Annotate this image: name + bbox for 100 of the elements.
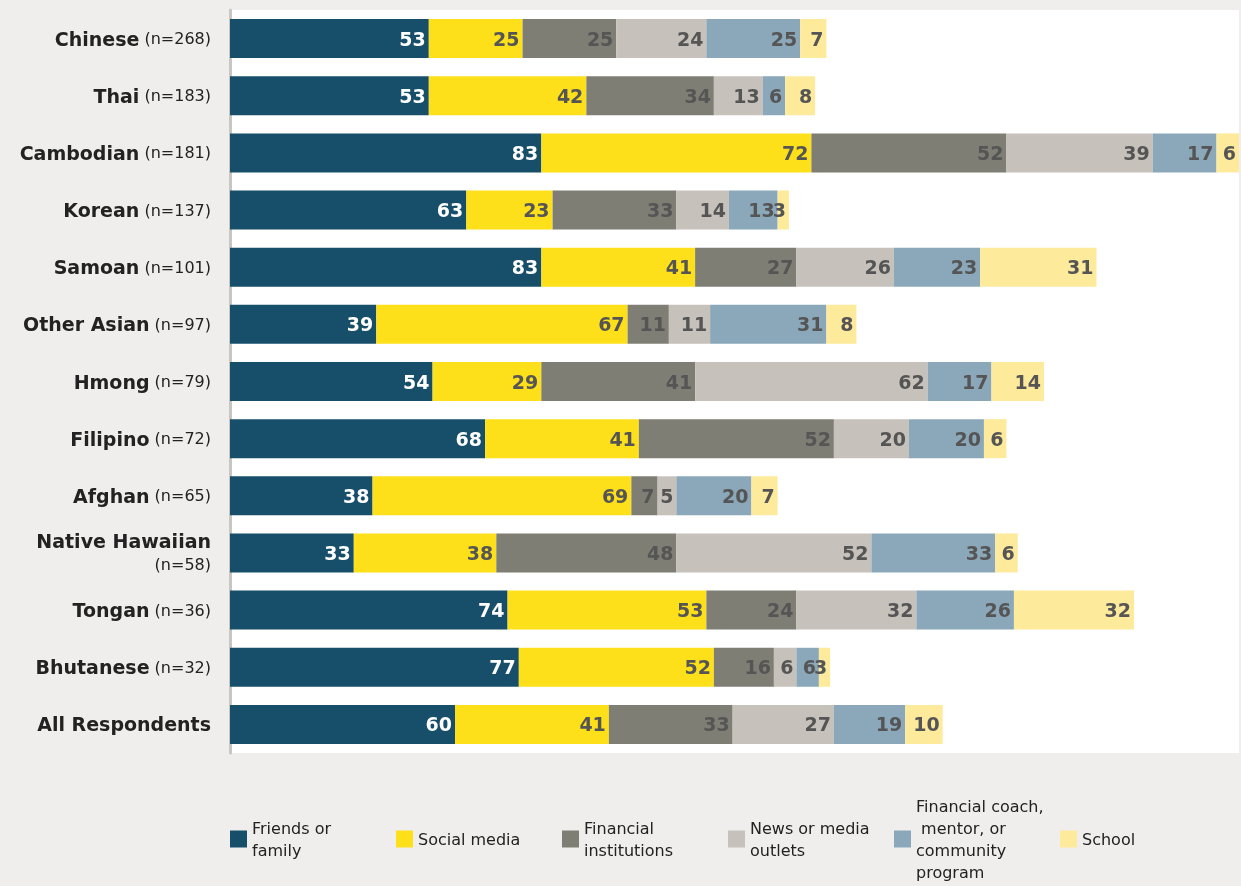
y-tick-label: Tongan (n=36) xyxy=(72,599,212,622)
bar xyxy=(916,590,1014,630)
data-label: 52 xyxy=(841,541,869,564)
bar xyxy=(353,533,497,573)
bar xyxy=(800,19,827,59)
data-label: 7 xyxy=(810,27,824,50)
data-label: 6 xyxy=(768,84,783,107)
legend-label: Financial institutions xyxy=(584,818,674,860)
data-label: 13 xyxy=(748,199,775,222)
y-tick-label: Hmong (n=79) xyxy=(73,370,212,393)
data-label: 53 xyxy=(399,27,426,50)
bar xyxy=(230,590,508,630)
bar xyxy=(230,247,542,287)
bar xyxy=(796,247,894,287)
data-label: 26 xyxy=(984,599,1011,622)
y-tick-label: All Respondents xyxy=(37,713,212,736)
bar xyxy=(428,76,587,116)
y-tick-label: Filipino (n=72) xyxy=(70,427,212,450)
bar xyxy=(455,704,609,744)
data-label: 6 xyxy=(990,427,1004,450)
bar xyxy=(541,133,812,173)
data-label: 14 xyxy=(1014,370,1041,393)
data-label: 77 xyxy=(489,656,516,679)
bar xyxy=(230,190,467,230)
bar xyxy=(230,19,429,59)
data-label: 63 xyxy=(436,199,464,222)
bar xyxy=(230,362,433,401)
y-tick-label: Other Asian (n=97) xyxy=(23,313,212,336)
y-tick-label: Afghan (n=65) xyxy=(73,484,212,507)
bar xyxy=(706,590,797,630)
y-tick-label: Thai (n=183) xyxy=(93,84,211,107)
bar xyxy=(428,19,523,59)
data-label: 6 xyxy=(780,656,794,679)
legend-label: Social media xyxy=(418,829,521,849)
bar xyxy=(980,247,1097,287)
bar xyxy=(833,704,906,744)
data-label: 20 xyxy=(954,427,981,450)
bar xyxy=(230,133,542,173)
y-tick-label: Native Hawaiian (n=58) xyxy=(36,529,212,575)
data-label: 32 xyxy=(1104,599,1131,622)
bar xyxy=(1013,590,1134,630)
bar xyxy=(710,304,827,344)
y-tick-label: Korean (n=137) xyxy=(63,199,211,222)
data-label: 68 xyxy=(455,427,483,450)
data-label: 60 xyxy=(425,713,453,736)
bar xyxy=(751,476,778,516)
bar xyxy=(432,362,542,401)
bar xyxy=(638,419,834,459)
data-label: 25 xyxy=(770,27,798,50)
bar xyxy=(552,190,677,230)
data-label: 33 xyxy=(324,541,351,564)
data-label: 17 xyxy=(1187,141,1214,164)
data-label: 52 xyxy=(684,656,711,679)
bar xyxy=(608,704,733,744)
data-label: 10 xyxy=(913,713,940,736)
bar xyxy=(376,304,628,344)
data-label: 33 xyxy=(965,541,993,564)
bar xyxy=(507,590,707,630)
bar xyxy=(871,533,996,573)
data-label: 38 xyxy=(343,484,370,507)
data-label: 17 xyxy=(961,370,989,393)
bar xyxy=(1006,133,1153,173)
data-label: 74 xyxy=(478,599,505,622)
data-label: 11 xyxy=(680,313,708,336)
data-label: 14 xyxy=(699,199,726,222)
bar xyxy=(676,533,872,573)
bar xyxy=(796,590,917,630)
data-label: 5 xyxy=(660,484,674,507)
data-label: 6 xyxy=(1001,541,1015,564)
bar xyxy=(695,247,797,287)
bar xyxy=(676,190,729,230)
data-label: 25 xyxy=(493,27,520,50)
bar xyxy=(466,190,553,230)
data-label: 19 xyxy=(875,713,903,736)
bar xyxy=(695,362,928,401)
data-label: 69 xyxy=(601,484,629,507)
bar xyxy=(1152,133,1217,173)
legend-label: School xyxy=(1082,829,1136,849)
data-label: 54 xyxy=(403,370,430,393)
bar xyxy=(713,647,774,687)
bar xyxy=(230,647,519,687)
data-label: 20 xyxy=(879,427,906,450)
bar xyxy=(230,476,373,516)
data-label: 83 xyxy=(511,256,539,279)
data-label: 53 xyxy=(676,599,704,622)
data-label: 26 xyxy=(864,256,891,279)
legend-label: Friends or family xyxy=(252,818,337,860)
data-label: 41 xyxy=(609,427,636,450)
data-label: 39 xyxy=(346,313,374,336)
bar xyxy=(833,419,909,459)
bar xyxy=(372,476,632,516)
data-label: 42 xyxy=(556,84,584,107)
data-label: 41 xyxy=(579,713,606,736)
data-label: 8 xyxy=(798,84,813,107)
bar xyxy=(676,476,752,516)
data-label: 7 xyxy=(761,484,775,507)
bar xyxy=(616,19,707,59)
data-label: 24 xyxy=(676,27,704,50)
bar xyxy=(541,362,696,401)
data-label: 39 xyxy=(1123,141,1150,164)
